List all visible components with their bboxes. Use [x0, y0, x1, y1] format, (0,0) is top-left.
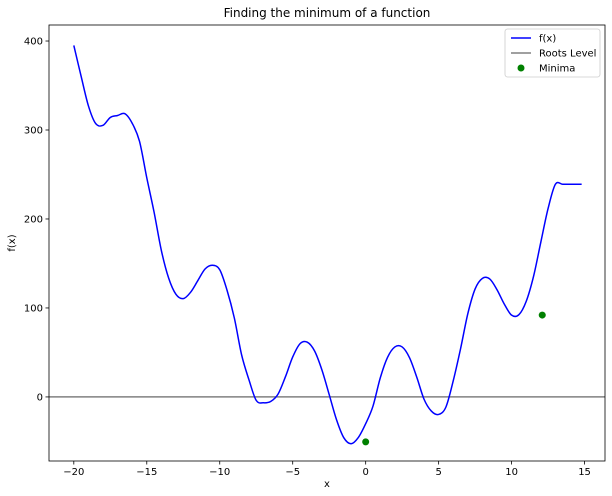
y-axis-label: f(x) [7, 234, 18, 251]
x-tick-label: 0 [362, 467, 368, 478]
y-tick-label: 100 [24, 303, 43, 314]
legend-roots-label: Roots Level [539, 49, 596, 60]
x-tick-label: −15 [136, 467, 157, 478]
axis-ticks: −20 −15 −10 −5 0 5 10 15 0 100 200 300 400 [24, 37, 591, 478]
legend-minima-label: Minima [539, 64, 575, 75]
y-tick-label: 300 [24, 125, 43, 136]
fx-series-line [73, 45, 582, 445]
x-tick-label: −10 [209, 467, 230, 478]
x-tick-label: −20 [63, 467, 84, 478]
y-tick-label: 400 [24, 37, 43, 48]
minima-point [538, 311, 546, 319]
legend-minima-swatch [517, 64, 525, 72]
minima-point [362, 438, 370, 446]
legend-box [504, 28, 601, 78]
x-tick-label: 10 [505, 467, 518, 478]
y-tick-label: 0 [37, 392, 43, 403]
plot-area [48, 24, 606, 462]
legend: f(x) Roots Level Minima [504, 28, 601, 78]
x-tick-label: 15 [578, 467, 591, 478]
x-tick-label: 5 [435, 467, 441, 478]
legend-fx-label: f(x) [539, 34, 556, 45]
chart-title: Finding the minimum of a function [224, 6, 431, 20]
x-axis-label: x [324, 479, 330, 490]
x-tick-label: −5 [285, 467, 300, 478]
plot-frame [48, 24, 606, 462]
y-tick-label: 200 [24, 214, 43, 225]
